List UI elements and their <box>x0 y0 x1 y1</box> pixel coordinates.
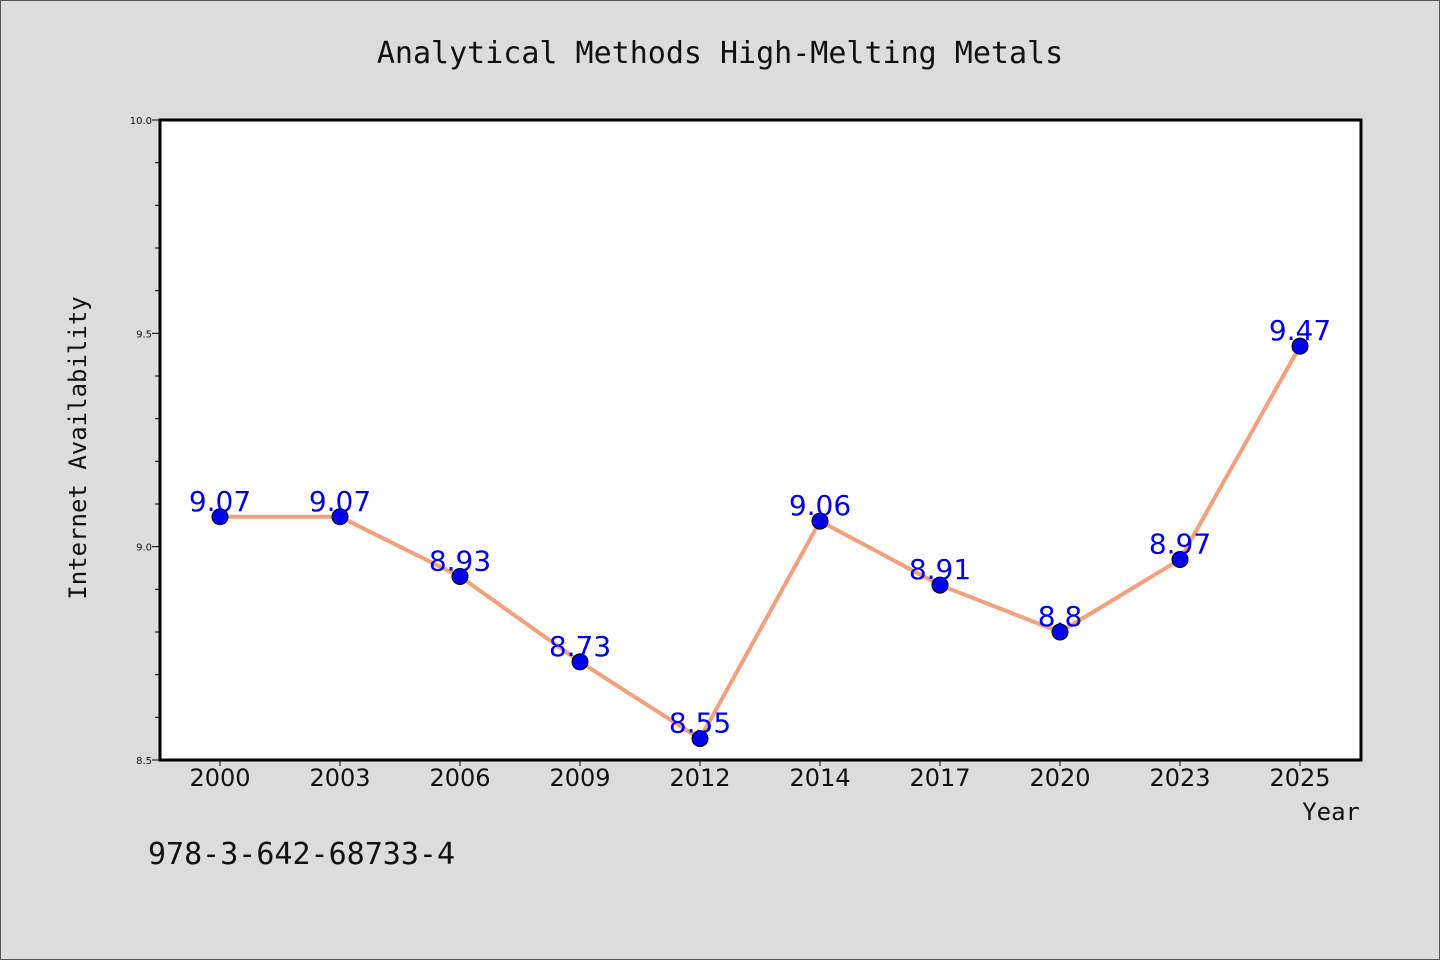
data-point <box>811 512 829 530</box>
x-tick-label: 2000 <box>189 764 250 792</box>
x-axis-label: Year <box>1302 798 1360 826</box>
data-label: 8.93 <box>429 545 491 578</box>
data-point <box>571 653 589 671</box>
y-tick-label: 9.0 <box>136 543 152 554</box>
series-markers <box>211 337 1309 748</box>
data-label: 8.55 <box>669 707 731 740</box>
data-label: 8.8 <box>1038 600 1083 633</box>
chart-title: Analytical Methods High-Melting Metals <box>377 36 1063 71</box>
y-tick-label: 10.0 <box>130 116 152 127</box>
x-tick-label: 2012 <box>669 764 730 792</box>
data-point <box>331 508 349 526</box>
y-axis-label: Internet Availability <box>64 296 92 599</box>
data-point <box>1051 623 1069 641</box>
data-label: 8.73 <box>549 630 611 663</box>
x-tick-label: 2009 <box>549 764 610 792</box>
y-tick-label: 8.5 <box>136 756 152 767</box>
y-tick-label: 9.5 <box>136 329 152 340</box>
data-label: 8.91 <box>909 553 971 586</box>
x-tick-label: 2006 <box>429 764 490 792</box>
data-point <box>691 730 709 748</box>
x-tick-label: 2017 <box>909 764 970 792</box>
data-label: 8.97 <box>1149 527 1211 560</box>
data-point <box>451 568 469 586</box>
y-axis: 8.5 9.0 9.5 10.0 <box>130 116 160 767</box>
x-axis: 2000 2003 2006 2009 2012 2014 2017 2020 2023 2025 <box>189 760 1331 792</box>
data-point <box>211 508 229 526</box>
x-tick-label: 2025 <box>1269 764 1330 792</box>
x-tick-label: 2003 <box>309 764 370 792</box>
data-labels: 9.07 9.07 8.93 8.73 8.55 9.06 8.91 8.8 8.97 9.47 <box>189 314 1331 740</box>
x-tick-label: 2014 <box>789 764 850 792</box>
plot-area <box>158 118 1363 762</box>
y-minor-ticks <box>155 162 160 718</box>
data-label: 9.07 <box>309 485 371 518</box>
data-point <box>931 576 949 594</box>
x-tick-label: 2020 <box>1029 764 1090 792</box>
x-tick-label: 2023 <box>1149 764 1210 792</box>
series-line <box>220 345 1302 741</box>
isbn-text: 978-3-642-68733-4 <box>148 837 455 872</box>
data-label: 9.07 <box>189 485 251 518</box>
data-label: 9.06 <box>789 489 851 522</box>
data-point <box>1291 337 1309 355</box>
data-point <box>1171 550 1189 568</box>
data-label: 9.47 <box>1269 314 1331 347</box>
